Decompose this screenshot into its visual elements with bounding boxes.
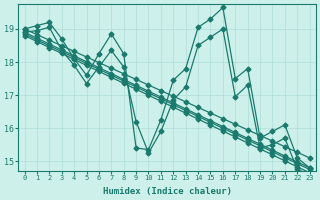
X-axis label: Humidex (Indice chaleur): Humidex (Indice chaleur) xyxy=(103,187,232,196)
